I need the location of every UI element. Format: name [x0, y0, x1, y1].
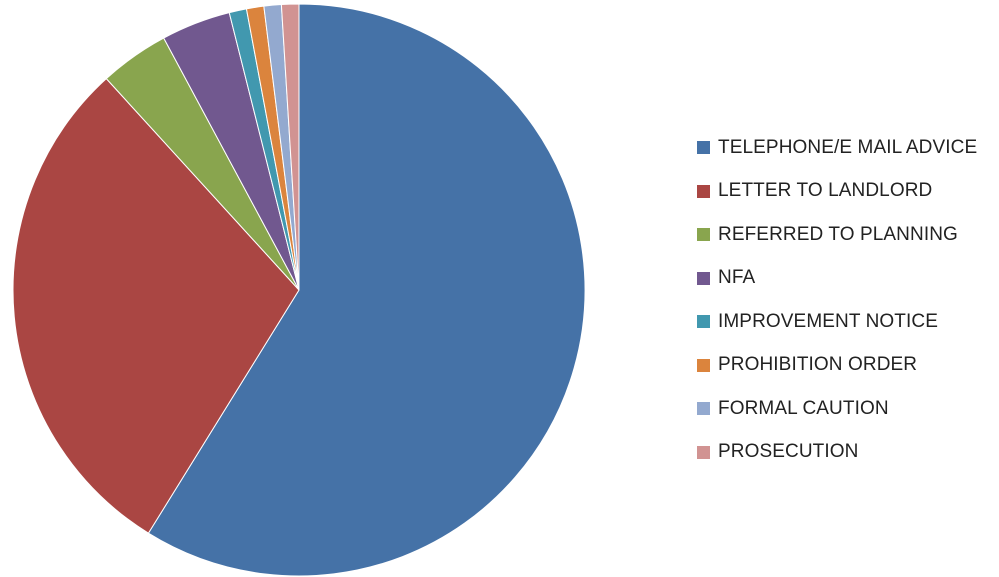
legend-label: PROSECUTION	[718, 441, 859, 463]
legend-swatch	[697, 358, 710, 372]
legend-item-referred-to-planning: REFERRED TO PLANNING	[697, 213, 997, 257]
pie-plot-area	[12, 3, 586, 577]
pie-slice-prosecution	[280, 3, 300, 291]
legend-swatch	[697, 445, 710, 459]
legend-label: NFA	[718, 267, 756, 289]
pie-slice-telephone-e-mail-advice	[147, 3, 586, 577]
legend: TELEPHONE/E MAIL ADVICE LETTER TO LANDLOR…	[697, 126, 997, 474]
legend-item-prohibition-order: PROHIBITION ORDER	[697, 344, 997, 388]
legend-item-improvement-notice: IMPROVEMENT NOTICE	[697, 300, 997, 344]
legend-item-nfa: NFA	[697, 257, 997, 301]
legend-swatch	[697, 184, 710, 198]
legend-label: LETTER TO LANDLORD	[718, 180, 933, 202]
legend-label: TELEPHONE/E MAIL ADVICE	[718, 136, 978, 158]
legend-label: FORMAL CAUTION	[718, 397, 889, 419]
legend-item-prosecution: PROSECUTION	[697, 431, 997, 475]
legend-item-formal-caution: FORMAL CAUTION	[697, 387, 997, 431]
legend-item-telephone-e-mail-advice: TELEPHONE/E MAIL ADVICE	[697, 126, 997, 170]
legend-item-letter-to-landlord: LETTER TO LANDLORD	[697, 170, 997, 214]
legend-swatch	[697, 315, 710, 329]
legend-swatch	[697, 141, 710, 155]
legend-label: IMPROVEMENT NOTICE	[718, 310, 938, 332]
pie-slice-letter-to-landlord	[12, 78, 300, 534]
legend-label: REFERRED TO PLANNING	[718, 223, 958, 245]
legend-label: PROHIBITION ORDER	[718, 354, 918, 376]
legend-swatch	[697, 402, 710, 416]
legend-swatch	[697, 271, 710, 285]
legend-swatch	[697, 228, 710, 242]
